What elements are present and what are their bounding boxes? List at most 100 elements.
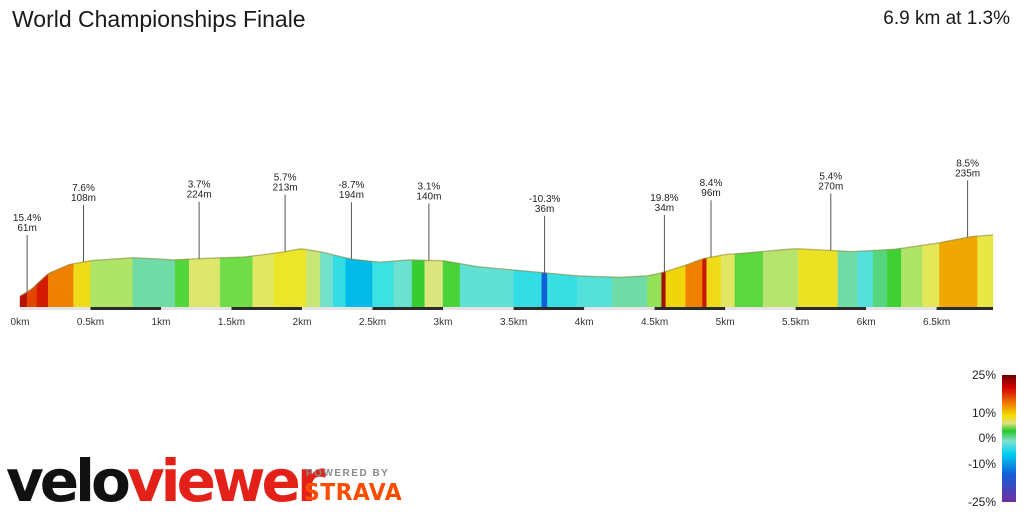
logo-viewer-text: viewer (126, 447, 326, 515)
annotation-distance-label: 34m (655, 203, 674, 214)
axis-bar-stripe (936, 307, 993, 310)
gradient-segment-15 (345, 257, 373, 308)
x-tick-label: 2.5km (359, 317, 386, 328)
gradient-segment-12 (306, 249, 321, 308)
gradient-segment-26 (612, 275, 648, 308)
annotation-distance-label: 96m (701, 188, 720, 199)
gradient-segment-22 (513, 269, 542, 308)
x-tick-label: 3.5km (500, 317, 527, 328)
x-tick-label: 4km (575, 317, 594, 328)
gradient-segment-20 (442, 260, 461, 308)
gradient-segment-28 (661, 271, 666, 308)
annotation-distance-label: 194m (339, 190, 364, 201)
gradient-segment-11 (273, 248, 307, 308)
powered-by-text: POWERED BY (306, 468, 390, 479)
x-tick-label: 5km (716, 317, 735, 328)
gradient-segment-30 (685, 258, 703, 308)
annotation-distance-label: 270m (818, 182, 843, 193)
axis-bar-stripe (372, 307, 443, 310)
annotation-gradient-label: 7.6% (72, 183, 95, 194)
annotation-gradient-label: 5.4% (819, 172, 842, 183)
gradient-segment-8 (188, 257, 221, 308)
annotation-distance-label: 108m (71, 193, 96, 204)
gradient-segment-14 (332, 254, 346, 308)
gradient-segment-6 (132, 257, 176, 308)
gradient-segment-7 (174, 258, 190, 308)
gradient-segment-44 (977, 234, 994, 308)
axis-bar-stripe (513, 307, 585, 310)
x-tick-label: 1km (152, 317, 171, 328)
x-tick-label: 4.5km (641, 317, 668, 328)
legend-color-bar (1002, 375, 1016, 502)
strava-logo: STRAVA (304, 480, 403, 506)
annotation-distance-label: 36m (535, 204, 554, 215)
gradient-segment-40 (887, 248, 902, 308)
gradient-segment-31 (702, 257, 707, 308)
gradient-segment-41 (901, 245, 923, 308)
gradient-segment-29 (665, 264, 686, 308)
annotation-gradient-label: 8.5% (956, 158, 979, 169)
elevation-profile-chart: 0km 0.5km 1km 1.5km 2km 2.5km 3km 3.5km 4km 4.5km… (11, 158, 994, 328)
annotation-distance-label: 213m (273, 183, 298, 194)
gradient-legend: 25% 10% 0% -10% -25% (968, 368, 1016, 509)
gradient-segment-35 (762, 248, 799, 308)
annotation-distance-label: 235m (955, 168, 980, 179)
gradient-segment-25 (576, 275, 613, 308)
legend-label: 0% (979, 431, 997, 445)
legend-label: 10% (972, 406, 996, 420)
gradient-segment-42 (922, 242, 940, 308)
x-tick-label: 6km (857, 317, 876, 328)
gradient-segment-36 (798, 248, 839, 308)
gradient-segment-5 (90, 257, 134, 308)
gradient-segment-13 (320, 251, 334, 308)
gradient-segment-39 (872, 249, 888, 308)
gradient-segments (19, 234, 994, 308)
gradient-segment-21 (459, 263, 514, 308)
gradient-segment-1 (26, 283, 38, 308)
gradient-segment-37 (837, 250, 858, 308)
gradient-segment-34 (734, 251, 764, 308)
annotation-distance-label: 61m (17, 223, 36, 234)
veloviewer-logo: veloviewer (6, 452, 325, 510)
route-summary: 6.9 km at 1.3% (883, 8, 1010, 29)
x-tick-label: 0.5km (77, 317, 104, 328)
gradient-segment-19 (424, 260, 444, 308)
gradient-segment-4 (73, 260, 91, 308)
annotation-gradient-label: 3.7% (188, 180, 211, 191)
gradient-segment-43 (939, 235, 978, 308)
x-tick-label: 3km (434, 317, 453, 328)
gradient-segment-10 (252, 253, 274, 308)
gradient-segment-17 (393, 259, 413, 308)
x-tick-label: 2km (293, 317, 312, 328)
axis-bar-stripe (654, 307, 726, 310)
x-tick-label: 0km (11, 317, 30, 328)
gradient-segment-27 (647, 272, 662, 308)
axis-bar-stripe (795, 307, 867, 310)
page-title: World Championships Finale (12, 6, 306, 32)
legend-label: -10% (968, 457, 996, 471)
axis-bar-stripe (231, 307, 302, 310)
legend-label: -25% (968, 495, 996, 509)
x-tick-label: 6.5km (923, 317, 950, 328)
annotation-gradient-label: 15.4% (13, 213, 41, 224)
annotation-gradient-label: 3.1% (418, 181, 441, 192)
annotation-distance-label: 224m (187, 190, 212, 201)
distance-axis: 0km 0.5km 1km 1.5km 2km 2.5km 3km 3.5km 4km 4.5km… (11, 307, 993, 328)
annotation-gradient-label: 8.4% (700, 178, 723, 189)
gradient-segment-32 (706, 255, 721, 308)
gradient-segment-3 (48, 263, 74, 308)
annotation-distance-label: 140m (416, 191, 441, 202)
gradient-annotations: 15.4%61m 7.6%108m 3.7%224m 5.7%213m -8.7%194… (13, 158, 980, 292)
gradient-segment-23 (541, 272, 548, 308)
gradient-segment-16 (372, 260, 394, 308)
annotation-gradient-label: 19.8% (650, 193, 678, 204)
annotation-gradient-label: -8.7% (338, 180, 364, 191)
x-tick-label: 1.5km (218, 317, 245, 328)
gradient-segment-18 (411, 259, 425, 308)
legend-label: 25% (972, 368, 996, 382)
annotation-gradient-label: 5.7% (274, 173, 297, 184)
gradient-segment-9 (219, 255, 253, 308)
legend-labels: 25% 10% 0% -10% -25% (968, 368, 996, 509)
axis-bar-stripe (90, 307, 161, 310)
logo-velo-text: velo (6, 447, 131, 515)
